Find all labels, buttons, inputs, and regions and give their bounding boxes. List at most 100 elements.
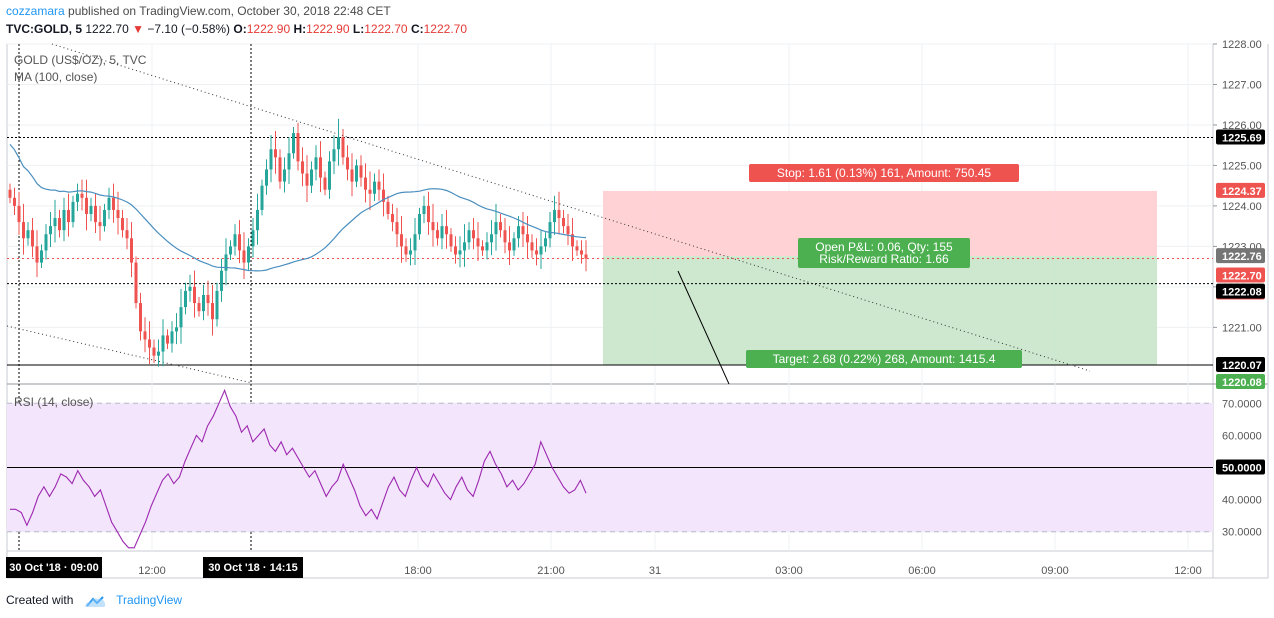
candle-body — [305, 173, 309, 186]
candle-body — [85, 197, 88, 214]
candle-body — [130, 238, 133, 263]
candle-body — [26, 230, 30, 239]
candle-body — [382, 189, 385, 202]
time-tick-label: 21:00 — [537, 565, 565, 577]
low-value: 1222.70 — [364, 22, 408, 36]
time-tick-label: 31 — [649, 565, 661, 577]
candle-body — [350, 169, 354, 182]
change-value: −7.10 (−0.58%) — [147, 22, 231, 36]
candle-body — [517, 226, 520, 239]
price-axis-label-box — [1216, 182, 1265, 198]
candle-body — [62, 209, 66, 231]
candle-body — [220, 270, 223, 291]
price-tick-label: 1227.00 — [1222, 79, 1262, 91]
candle-body — [143, 331, 147, 340]
rsi-tick-label: 60.0000 — [1222, 430, 1262, 442]
price-tick-label: 1221.00 — [1222, 322, 1262, 334]
candle-body — [22, 222, 25, 239]
candle-body — [499, 222, 502, 231]
low-label: L: — [352, 22, 365, 36]
price-tick-label: 1226.00 — [1222, 120, 1262, 132]
time-tick-label: 12:00 — [138, 565, 166, 577]
pnl-label-box — [798, 238, 970, 268]
price-axis-label-box — [1216, 283, 1265, 299]
candle-body — [404, 246, 408, 255]
high-label: H: — [293, 22, 307, 36]
rsi-pane-title: RSI (14, close) — [14, 395, 93, 409]
candle-body — [247, 246, 250, 263]
rsi-tick-label: 30.0000 — [1222, 527, 1262, 539]
candle-body — [67, 209, 70, 223]
candle-body — [341, 137, 345, 158]
candle-body — [94, 205, 97, 223]
candle-body — [76, 193, 79, 202]
candle-body — [103, 209, 106, 227]
candle-body — [575, 246, 579, 251]
price-axis-label: 1220.08 — [1222, 377, 1262, 389]
crosshair-time-label: 30 Oct '18 · 14:15 — [208, 562, 297, 574]
price-axis-label-box — [1216, 356, 1265, 372]
candle-body — [166, 335, 169, 344]
candle-body — [17, 205, 21, 223]
price-axis-label-box — [1216, 267, 1265, 283]
price-pane-title: GOLD (US$/OZ), 5, TVC — [14, 53, 147, 67]
candle-body — [553, 209, 556, 223]
candle-body — [539, 246, 543, 255]
candle-body — [179, 307, 183, 328]
candle-body — [391, 214, 394, 223]
open-value: 1222.90 — [246, 22, 291, 36]
candle-body — [242, 250, 246, 263]
target-label-box — [746, 350, 1022, 368]
candle-body — [211, 303, 214, 320]
ma-indicator-label: MA (100, close) — [14, 70, 97, 84]
candle-body — [467, 230, 471, 243]
price-tick-label: 1224.00 — [1222, 201, 1262, 213]
high-value: 1222.90 — [306, 22, 350, 36]
price-axis-label: 1222.70 — [1222, 271, 1262, 283]
candle-body — [544, 238, 547, 247]
candle-body — [287, 153, 291, 170]
candle-body — [548, 222, 552, 239]
price-tick-label: 1225.00 — [1222, 160, 1262, 172]
candle-body — [301, 161, 304, 174]
candle-body — [184, 290, 187, 308]
author-link[interactable]: cozzamara — [6, 4, 65, 18]
candle-body — [134, 262, 138, 304]
trend-line-upper — [51, 43, 1091, 372]
candle-body — [157, 351, 160, 356]
candle-body — [58, 218, 61, 231]
candle-body — [454, 246, 457, 255]
candle-body — [206, 294, 210, 304]
candle-body — [71, 201, 75, 223]
candle-body — [40, 250, 43, 263]
candle-body — [584, 254, 588, 259]
candle-body — [337, 137, 340, 150]
candle-body — [377, 181, 381, 190]
tradingview-link[interactable]: TradingView — [116, 593, 183, 607]
candle-body — [197, 303, 201, 312]
candle-body — [332, 149, 336, 162]
candle-body — [292, 133, 295, 154]
candle-body — [229, 246, 232, 255]
close-value: 1222.70 — [423, 22, 468, 36]
close-label: C: — [410, 22, 424, 36]
time-tick-label: 06:00 — [908, 565, 936, 577]
candle-body — [476, 238, 480, 247]
time-tick-label: 12:00 — [1174, 565, 1202, 577]
candle-body — [170, 331, 174, 344]
price-axis-label-box — [1216, 248, 1265, 264]
candle-body — [260, 185, 264, 210]
target-zone — [603, 256, 1157, 365]
candle-body — [35, 246, 39, 263]
candle-body — [274, 149, 277, 158]
candle-body — [494, 222, 498, 235]
rsi-tick-label: 40.0000 — [1222, 495, 1262, 507]
candle-body — [314, 157, 318, 170]
price-axis-label: 1225.69 — [1222, 133, 1262, 145]
candle-body — [431, 222, 435, 231]
candle-body — [526, 234, 529, 243]
crosshair-time-label: 30 Oct '18 · 09:00 — [9, 562, 98, 574]
price-axis-label: 1220.07 — [1222, 360, 1262, 372]
price-axis-label-box — [1216, 129, 1265, 145]
